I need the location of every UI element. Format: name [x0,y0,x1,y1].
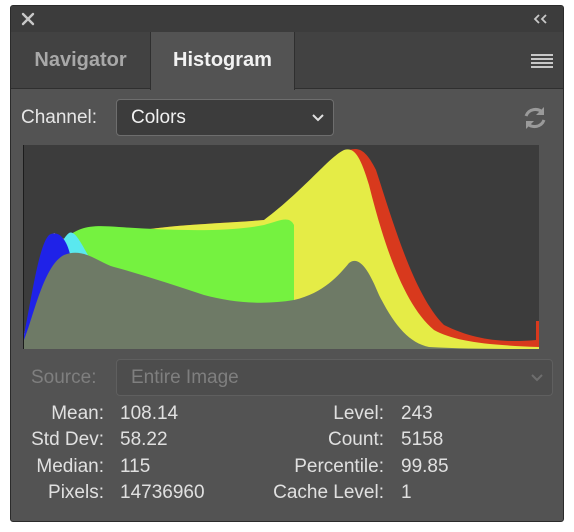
channel-value: Colors [131,107,186,128]
count-label: Count: [328,429,384,450]
median-label: Median: [36,456,104,477]
percentile-value: 99.85 [401,456,449,477]
percentile-label: Percentile: [294,456,384,477]
mean-label: Mean: [51,403,104,424]
level-value: 243 [401,403,433,424]
cache-level-value: 1 [401,482,412,503]
luminosity-area [24,252,539,349]
hamburger-menu-icon[interactable] [531,53,553,69]
chevron-down-icon [531,374,543,382]
close-icon[interactable] [21,12,35,26]
pixels-value: 14736960 [120,482,205,503]
chevron-down-icon [312,114,324,122]
level-label: Level: [333,403,384,424]
count-value: 5158 [401,429,444,450]
refresh-icon[interactable] [521,104,549,132]
tab-bar: Navigator Histogram [11,32,563,90]
source-select: Entire Image [116,359,553,396]
cache-level-label: Cache Level: [273,482,384,503]
histogram-panel: Navigator Histogram Channel: Colors [10,5,564,522]
median-value: 115 [120,456,151,477]
histogram-graph[interactable] [23,145,539,349]
stddev-value: 58.22 [120,429,168,450]
panel-titlebar [11,6,563,32]
pixels-label: Pixels: [48,482,104,503]
double-chevron-left-icon[interactable] [531,12,549,26]
mean-value: 108.14 [120,403,179,424]
histogram-chart [24,149,539,349]
channel-select[interactable]: Colors [116,99,334,136]
tab-histogram[interactable]: Histogram [150,32,295,90]
stddev-label: Std Dev: [31,429,104,450]
channel-label: Channel: [21,107,98,128]
source-label: Source: [31,367,97,388]
source-value: Entire Image [131,367,239,388]
tab-navigator[interactable]: Navigator [34,49,127,71]
